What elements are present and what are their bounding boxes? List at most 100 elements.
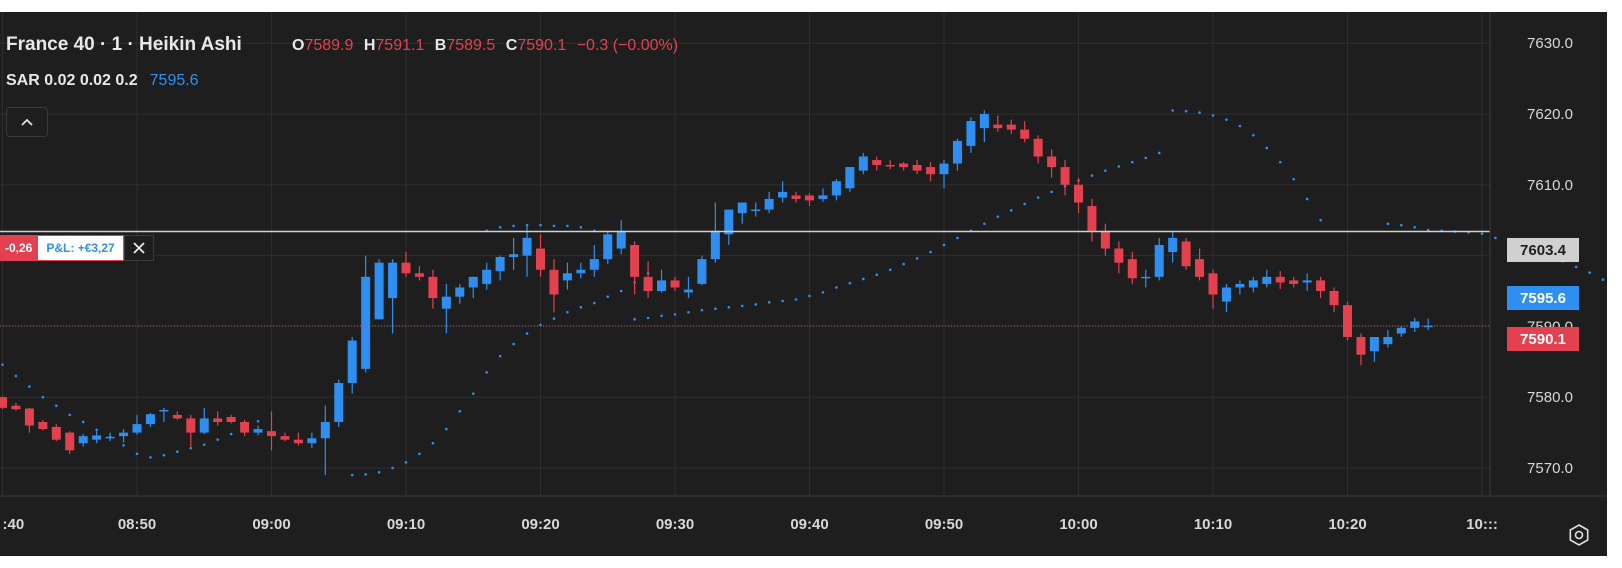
candle-body [361,276,371,369]
candle-body [347,340,357,384]
sar-dot [1117,165,1121,168]
position-qty: -0,26 [0,235,38,261]
sar-dot [754,303,757,306]
candle [791,191,801,203]
candle-body [1329,291,1339,306]
candle [630,241,640,295]
close-position-button[interactable] [123,235,154,261]
candle [549,259,559,313]
sar-dot [593,301,596,305]
candle-body [912,164,922,171]
position-label[interactable]: -0,26 P&L: +€3,27 [0,235,154,261]
sar-dot [404,461,408,464]
candle [428,269,438,309]
candle-body [1248,280,1258,288]
position-pnl: P&L: +€3,27 [37,235,124,261]
candle-body [791,195,801,199]
sar-dot [1278,160,1282,164]
candle [1248,276,1258,293]
candle-body [885,164,895,167]
candle-body [979,114,989,129]
candle-body [1154,244,1164,277]
sar-dot [539,323,542,327]
sar-legend[interactable]: SAR 0.02 0.02 0.2 7595.6 [6,72,199,90]
sar-dot [848,281,852,285]
candle-body [845,167,855,189]
change-value: −0.3 (−0.00%) [576,37,679,54]
candle-body [145,414,155,425]
candle [778,181,788,203]
settings-button[interactable] [1566,522,1592,548]
candle-body [1383,337,1393,345]
sar-dot [942,243,946,247]
sar-dot [1494,236,1497,240]
candle [926,162,936,182]
sar-dot [727,305,731,309]
sar-dot [418,452,421,456]
sar-dot [525,223,529,227]
candle [509,237,519,270]
sar-dot [1090,174,1094,177]
candle-body [939,163,949,175]
heikin-ashi-chart[interactable]: 7570.07580.07590.07600.07610.07620.07630… [0,12,1607,556]
candle-body [872,160,882,165]
candle [643,261,653,299]
candle-body [697,259,707,284]
bid-value: 7589.5 [446,37,496,54]
candle-body [926,167,936,175]
sar-dot [162,453,166,457]
candle [536,234,545,277]
price-tick-label: 7630.0 [1527,35,1573,52]
sar-dot [808,294,811,298]
time-tick-label: 10::: [1466,516,1498,533]
sar-dot [1588,271,1591,274]
sar-dot [606,295,610,298]
candle [226,414,236,424]
candle-body [643,276,653,291]
sar-dot [1144,156,1148,160]
candle [172,411,182,420]
candle-body [1221,287,1231,302]
chart-panel[interactable]: 7570.07580.07590.07600.07610.07620.07630… [0,12,1607,556]
candle-body [455,287,465,297]
candle [831,179,841,201]
collapse-legend-button[interactable] [6,107,48,137]
candle-body [966,121,976,146]
candle [1343,301,1352,341]
candle-body [11,405,21,410]
candle-body [293,439,303,444]
candle [576,262,586,279]
candle [199,407,209,435]
candle-body [509,254,519,258]
sar-dot [1131,160,1134,164]
time-tick-label: :40 [3,516,25,533]
time-tick-label: 09:10 [387,516,425,533]
candle [1329,287,1339,313]
candle [213,411,223,426]
candle-body [1181,241,1191,267]
sar-dot [229,432,233,436]
sar-dot [1198,111,1201,114]
candle-body [199,418,209,433]
last-price-tag: 7590.1 [1507,327,1579,351]
candle [1100,223,1110,256]
chevron-up-icon [21,118,33,126]
candle-body [1127,259,1137,279]
time-tick-label: 09:00 [252,516,290,533]
candle-body [159,409,169,412]
sar-dot [552,224,556,228]
sar-dot [431,441,435,445]
sar-dot [498,354,502,358]
candle [1033,135,1043,164]
candle [441,283,451,334]
candle [1047,149,1057,178]
candle-body [267,431,276,437]
candle [65,431,75,454]
candle [293,432,303,446]
sar-dot [1480,232,1484,235]
settings-icon [1569,524,1589,546]
candle-body [1275,276,1285,283]
candle-body [670,280,680,288]
sar-dot [1400,223,1403,227]
sar-dot [1104,169,1107,172]
